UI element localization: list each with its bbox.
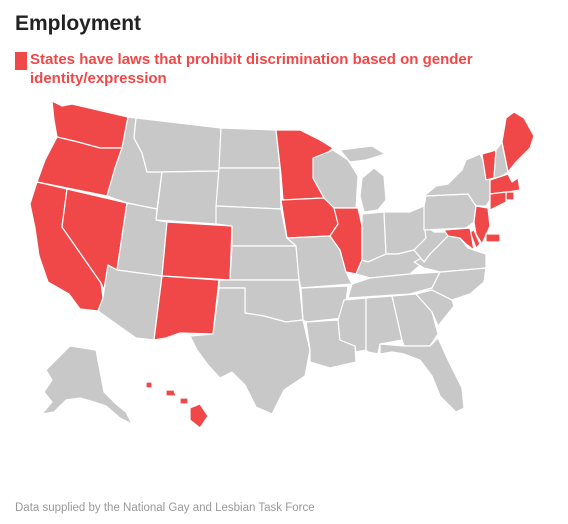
state-CT[interactable]: [489, 191, 507, 211]
state-AK[interactable]: [41, 345, 133, 425]
legend-swatch: [15, 52, 27, 70]
state-MT[interactable]: [133, 117, 222, 173]
state-NC[interactable]: [409, 267, 487, 301]
legend: States have laws that prohibit discrimin…: [15, 50, 545, 88]
state-TX[interactable]: [189, 287, 311, 415]
state-MD[interactable]: [443, 227, 475, 251]
state-ME[interactable]: [501, 111, 535, 173]
state-IN[interactable]: [361, 211, 387, 263]
state-ND[interactable]: [218, 127, 281, 169]
state-AZ[interactable]: [97, 264, 163, 341]
state-HI[interactable]: [145, 381, 209, 429]
state-MI[interactable]: [339, 145, 387, 213]
source-note: Data supplied by the National Gay and Le…: [15, 502, 315, 514]
state-PA[interactable]: [423, 193, 477, 231]
state-NM[interactable]: [153, 275, 220, 341]
state-FL[interactable]: [379, 337, 465, 413]
state-DC[interactable]: [485, 233, 501, 243]
state-RI[interactable]: [505, 191, 515, 201]
state-KS[interactable]: [229, 245, 300, 281]
legend-label: States have laws that prohibit discrimin…: [30, 51, 473, 87]
state-WY[interactable]: [155, 170, 220, 225]
state-CO[interactable]: [161, 221, 233, 281]
state-IL[interactable]: [329, 207, 363, 275]
state-AR[interactable]: [300, 285, 349, 323]
page-title: Employment: [15, 12, 142, 35]
state-DE[interactable]: [469, 229, 481, 249]
state-SD[interactable]: [215, 167, 282, 210]
